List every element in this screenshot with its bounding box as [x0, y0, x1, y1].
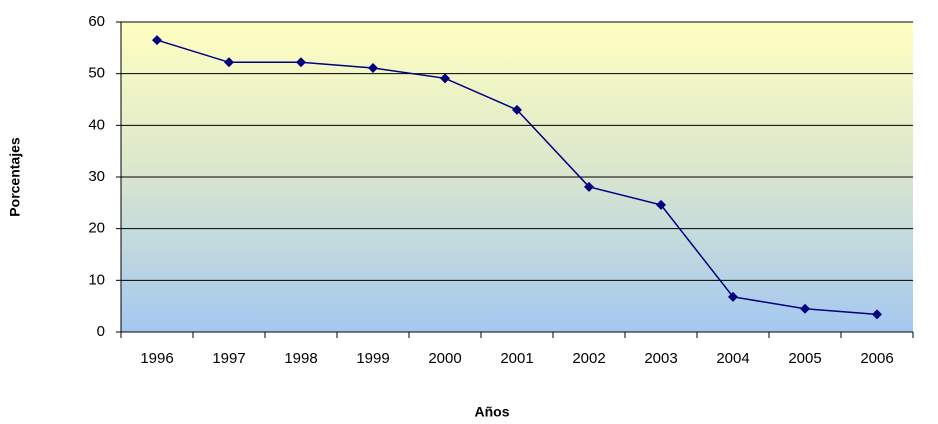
y-tick-label: 50 [88, 65, 105, 82]
x-tick-label: 1997 [212, 350, 245, 367]
x-tick-label: 1999 [356, 350, 389, 367]
x-tick-label: 1998 [284, 350, 317, 367]
y-axis-title: Porcentajes [7, 137, 23, 217]
x-axis-title: Años [475, 404, 510, 420]
x-tick-label: 2004 [716, 350, 749, 367]
marker [152, 35, 162, 46]
marker [368, 62, 378, 73]
x-tick-label: 2001 [500, 350, 533, 367]
y-tick-label: 0 [97, 323, 105, 340]
marker [512, 104, 522, 115]
marker [296, 57, 306, 68]
y-tick-label: 40 [88, 116, 105, 133]
marker [728, 291, 738, 302]
y-tick-label: 60 [88, 13, 105, 30]
y-tick-label: 30 [88, 168, 105, 185]
marker [656, 199, 666, 210]
marker [224, 57, 234, 68]
x-tick-label: 2005 [788, 350, 821, 367]
marker [800, 303, 810, 314]
x-tick-label: 2003 [644, 350, 677, 367]
marker [584, 181, 594, 192]
marker [872, 309, 882, 320]
y-tick-label: 10 [88, 271, 105, 288]
x-tick-label: 1996 [140, 350, 173, 367]
marker [440, 73, 450, 84]
y-tick-label: 20 [88, 220, 105, 237]
x-tick-label: 2002 [572, 350, 605, 367]
x-tick-label: 2000 [428, 350, 461, 367]
x-tick-label: 2006 [860, 350, 893, 367]
